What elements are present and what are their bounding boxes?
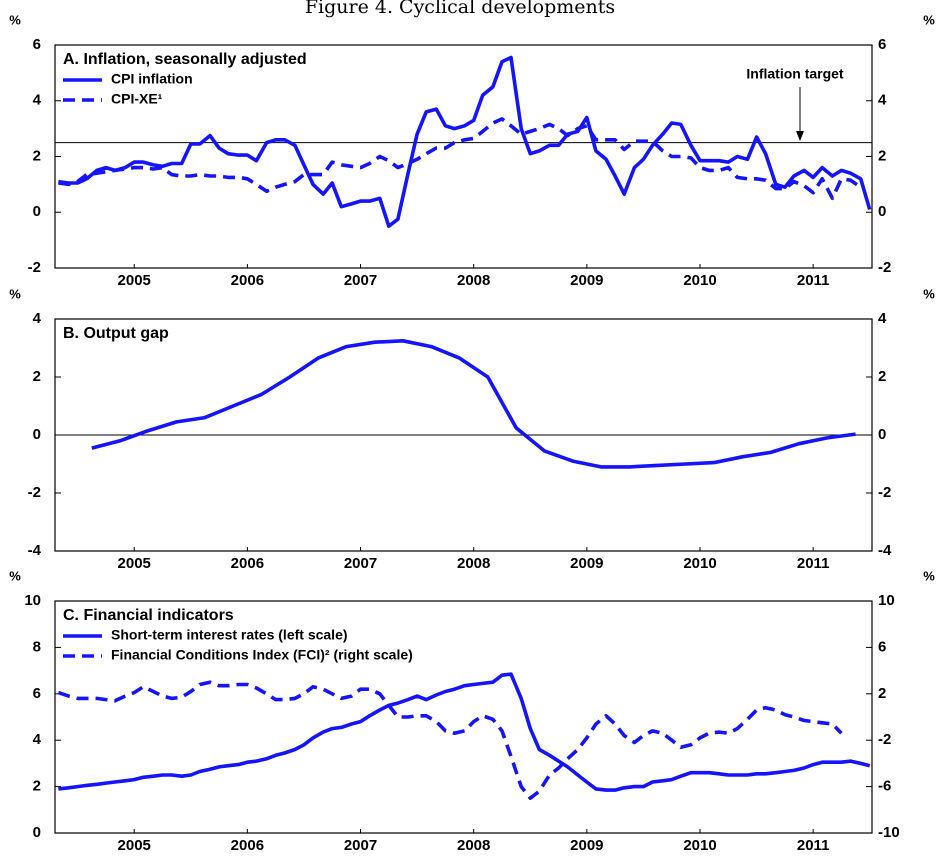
x-tick-label: 2009 — [570, 272, 603, 289]
y-axis-label: % — [9, 12, 21, 27]
y2-tick-label: 4 — [878, 310, 887, 327]
x-tick-label: 2007 — [344, 555, 377, 572]
y-tick-label: 2 — [33, 368, 41, 385]
y-tick-label: 2 — [33, 778, 41, 795]
y2-tick-label: 0 — [878, 426, 886, 443]
y2-axis-label: % — [923, 12, 935, 27]
x-tick-label: 2006 — [231, 837, 264, 854]
x-tick-label: 2006 — [231, 272, 264, 289]
legend-label: CPI inflation — [111, 71, 193, 87]
legend-label: Short-term interest rates (left scale) — [111, 627, 348, 643]
figure-title: Figure 4. Cyclical developments — [305, 0, 615, 18]
y-tick-label: 6 — [33, 685, 41, 702]
y-tick-label: 6 — [33, 36, 41, 53]
y2-tick-label: 2 — [878, 685, 886, 702]
y2-tick-label: -4 — [878, 542, 892, 559]
y2-tick-label: 0 — [878, 203, 886, 220]
y2-axis-label: % — [923, 286, 935, 301]
y2-tick-label: 6 — [878, 638, 886, 655]
y2-tick-label: -2 — [878, 484, 891, 501]
y2-tick-label: 2 — [878, 147, 886, 164]
x-tick-label: 2009 — [570, 555, 603, 572]
y2-tick-label: -6 — [878, 778, 891, 795]
legend-label: CPI-XE¹ — [111, 91, 163, 107]
annotation-arrowhead — [796, 131, 804, 141]
x-tick-label: 2007 — [344, 837, 377, 854]
x-tick-label: 2010 — [683, 555, 716, 572]
y-tick-label: 0 — [33, 203, 41, 220]
legend-label: Financial Conditions Index (FCI)² (right… — [111, 647, 413, 663]
y-tick-label: 0 — [33, 426, 41, 443]
x-tick-label: 2011 — [797, 272, 830, 289]
data-line — [58, 672, 871, 792]
y-tick-label: 0 — [33, 824, 41, 841]
y2-tick-label: 10 — [878, 592, 895, 609]
y-tick-label: -2 — [28, 259, 41, 276]
plot-frame — [54, 600, 873, 834]
x-tick-label: 2009 — [570, 837, 603, 854]
y-tick-label: -4 — [28, 542, 42, 559]
y-tick-label: 4 — [33, 731, 42, 748]
panel-title: A. Inflation, seasonally adjusted — [63, 51, 307, 68]
data-line — [57, 680, 843, 800]
data-line — [58, 55, 872, 228]
x-tick-label: 2005 — [118, 555, 151, 572]
x-tick-label: 2011 — [797, 837, 830, 854]
x-tick-label: 2008 — [457, 555, 490, 572]
y-tick-label: 10 — [24, 592, 41, 609]
y-tick-label: 4 — [33, 92, 42, 109]
x-tick-label: 2008 — [457, 272, 490, 289]
y2-axis-label: % — [923, 568, 935, 583]
x-tick-label: 2010 — [683, 837, 716, 854]
panel-title: B. Output gap — [63, 325, 169, 342]
data-line — [91, 339, 856, 469]
y2-tick-label: -10 — [878, 824, 900, 841]
annotation: Inflation target — [746, 66, 844, 82]
x-tick-label: 2005 — [118, 837, 151, 854]
y-axis-label: % — [9, 286, 21, 301]
x-tick-label: 2006 — [231, 555, 264, 572]
y-axis-label: % — [9, 568, 21, 583]
y-tick-label: 4 — [33, 310, 42, 327]
y2-tick-label: 4 — [878, 92, 887, 109]
y2-tick-label: -2 — [878, 259, 891, 276]
y-tick-label: -2 — [28, 484, 41, 501]
data-line — [58, 117, 862, 201]
y2-tick-label: 2 — [878, 368, 886, 385]
x-tick-label: 2008 — [457, 837, 490, 854]
y-tick-label: 8 — [33, 638, 41, 655]
y-tick-label: 2 — [33, 147, 41, 164]
y2-tick-label: -2 — [878, 731, 891, 748]
x-tick-label: 2007 — [344, 272, 377, 289]
x-tick-label: 2005 — [118, 272, 151, 289]
y2-tick-label: 6 — [878, 36, 886, 53]
panel-title: C. Financial indicators — [63, 607, 234, 624]
x-tick-label: 2011 — [797, 555, 830, 572]
x-tick-label: 2010 — [683, 272, 716, 289]
